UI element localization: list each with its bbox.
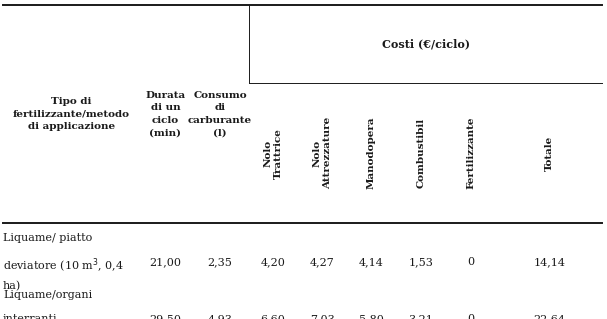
Text: 0: 0 [467,314,475,319]
Text: 4,14: 4,14 [359,257,384,267]
Text: 4,27: 4,27 [310,257,334,267]
Text: 1,53: 1,53 [409,257,433,267]
Text: Fertilizzante: Fertilizzante [467,117,475,189]
Text: Nolo
Trattrice: Nolo Trattrice [263,128,283,179]
Text: Consumo
di
carburante
(l): Consumo di carburante (l) [188,91,252,137]
Text: ha): ha) [3,281,21,291]
Text: 7,03: 7,03 [310,314,334,319]
Text: 6,60: 6,60 [261,314,285,319]
Text: 5,80: 5,80 [359,314,384,319]
Text: Durata
di un
ciclo
(min): Durata di un ciclo (min) [145,91,186,137]
Text: Nolo
Attrezzature: Nolo Attrezzature [312,117,333,189]
Text: 21,00: 21,00 [149,257,181,267]
Text: Manodopera: Manodopera [367,117,376,189]
Text: 14,14: 14,14 [534,257,565,267]
Text: Liquame/organi: Liquame/organi [3,290,92,300]
Text: deviatore (10 m$^3$, 0,4: deviatore (10 m$^3$, 0,4 [3,257,124,275]
Text: 22,64: 22,64 [534,314,565,319]
Text: Liquame/ piatto: Liquame/ piatto [3,233,92,243]
Text: 2,35: 2,35 [208,257,232,267]
Text: 29,50: 29,50 [149,314,181,319]
Text: 0: 0 [467,257,475,267]
Text: 4,93: 4,93 [208,314,232,319]
Text: 3,21: 3,21 [409,314,433,319]
Text: Costi (€/ciclo): Costi (€/ciclo) [382,38,469,49]
Text: Totale: Totale [545,136,554,171]
Text: 4,20: 4,20 [261,257,285,267]
Text: interranti: interranti [3,314,58,319]
Text: Combustibil: Combustibil [416,118,425,188]
Text: Tipo di
fertilizzante/metodo
di applicazione: Tipo di fertilizzante/metodo di applicaz… [13,97,130,131]
